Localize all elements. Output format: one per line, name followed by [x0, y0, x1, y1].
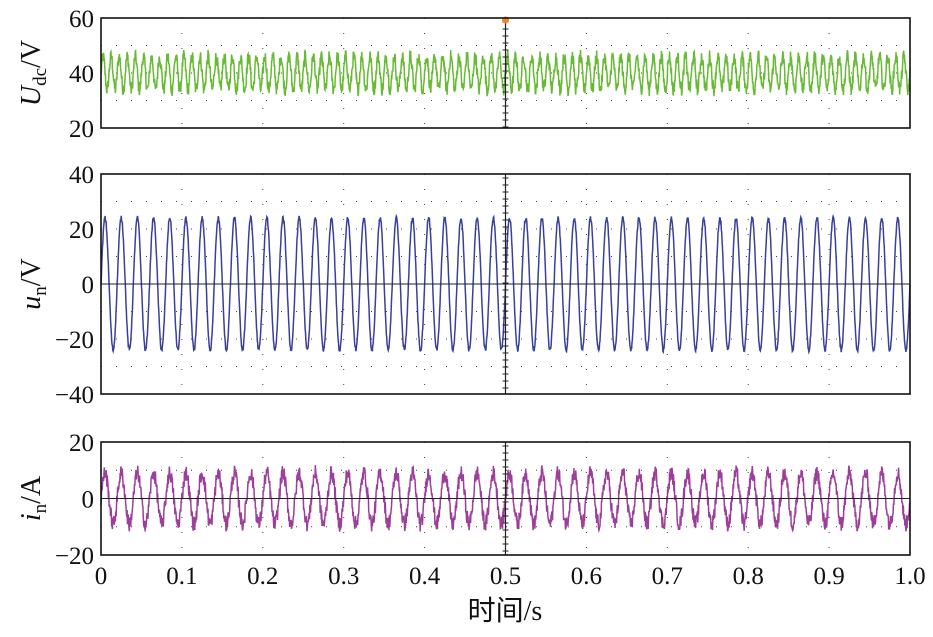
plot-frame	[100, 17, 911, 129]
y-tick-label: 20	[69, 430, 94, 457]
y-axis-label-symbol: U	[16, 84, 47, 106]
y-tick-label: 20	[69, 116, 94, 143]
x-tick-label: 1.0	[894, 563, 925, 590]
x-tick-label: 0.4	[409, 563, 441, 590]
panel-un: −40 −20 0 20 40 un/V	[16, 162, 911, 409]
x-tick-label: 0.6	[571, 563, 602, 590]
x-tick-label: 0.7	[652, 563, 683, 590]
y-tick-label: 40	[69, 61, 94, 88]
y-tick-label: 60	[69, 6, 94, 33]
y-tick-label: 0	[82, 272, 95, 299]
y-tick-label: 40	[69, 162, 94, 189]
x-tick-label: 0.3	[328, 563, 359, 590]
y-axis-label: in/A	[16, 475, 51, 521]
panel-udc: 20 40 60 Udc/V	[16, 6, 911, 143]
x-tick-label: 0.8	[733, 563, 764, 590]
plot-frame	[100, 173, 911, 395]
x-tick-label: 0.1	[166, 563, 197, 590]
y-axis-label-subscript: n	[30, 286, 51, 296]
y-axis-label: un/V	[16, 258, 51, 310]
y-tick-label: 20	[69, 217, 94, 244]
x-tick-label: 0.9	[813, 563, 844, 590]
y-tick-label: −20	[55, 543, 94, 570]
x-axis-label: 时间/s	[468, 595, 543, 627]
y-axis-label-unit: /A	[16, 475, 47, 504]
y-axis-label-subscript: dc	[30, 68, 51, 86]
y-axis-label-symbol: i	[16, 513, 47, 521]
x-tick-label: 0.5	[490, 563, 521, 590]
y-axis-label: Udc/V	[16, 40, 51, 106]
y-tick-label: −20	[55, 327, 94, 354]
x-tick-label: 0.2	[247, 563, 278, 590]
y-tick-label: −40	[55, 382, 94, 409]
y-axis-label-unit: /V	[16, 258, 47, 286]
y-axis-label-symbol: u	[16, 296, 47, 310]
x-tick-label: 0	[95, 563, 108, 590]
y-tick-label: 0	[82, 487, 95, 514]
y-axis-label-subscript: n	[30, 503, 51, 513]
y-axis-label-unit: /V	[16, 40, 47, 68]
plot-frame	[100, 441, 911, 556]
